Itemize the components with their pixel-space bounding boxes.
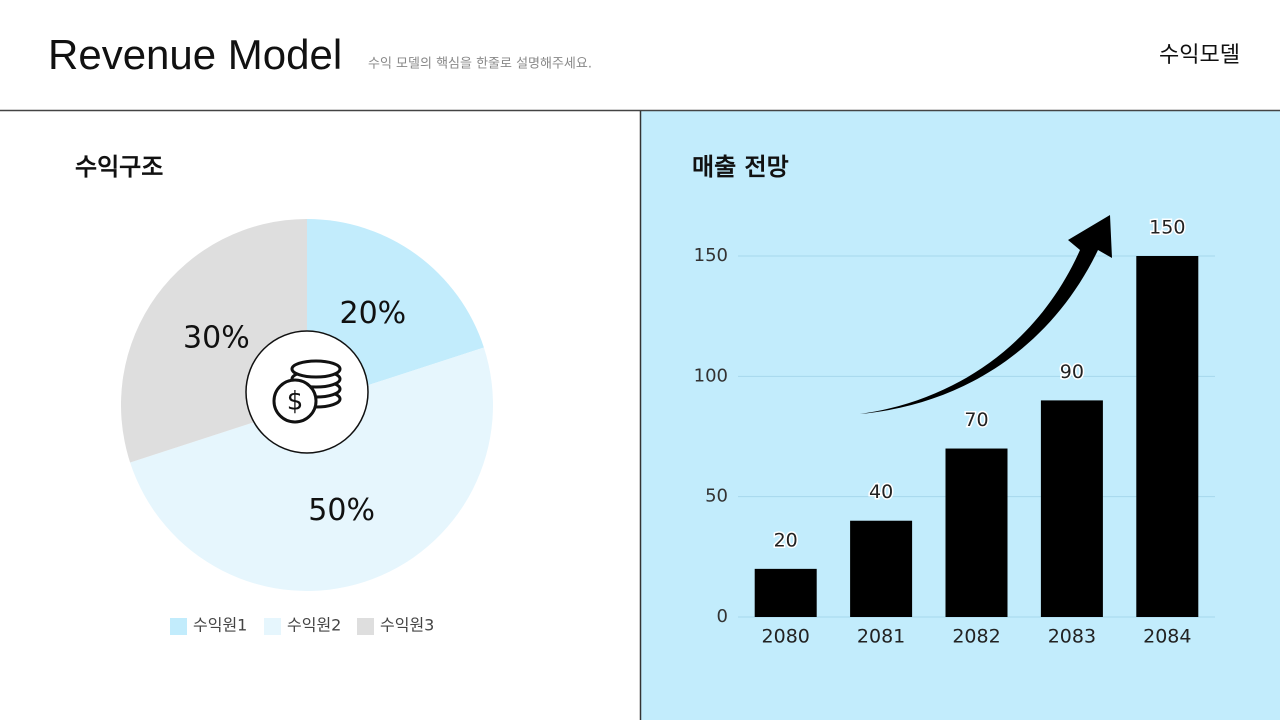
legend-label: 수익원2 [287, 616, 341, 635]
bar [1136, 256, 1199, 617]
legend-label: 수익원3 [380, 616, 434, 635]
x-tick-label: 2081 [857, 626, 905, 648]
y-tick-label: 50 [705, 486, 728, 507]
growth-arrow [860, 215, 1112, 414]
data-label: 40 [869, 481, 893, 503]
data-label: 50% [308, 493, 375, 528]
bar [1040, 400, 1103, 617]
chart-title: 매출 전망 [692, 153, 789, 181]
y-tick-label: 0 [717, 606, 728, 627]
data-label: 90 [1060, 361, 1084, 383]
data-label: 150 [1149, 217, 1185, 239]
bar [754, 568, 817, 617]
page-title: Revenue Model [48, 31, 342, 78]
pie-slice [130, 347, 493, 591]
data-label: 20% [339, 296, 406, 331]
bar [850, 520, 913, 617]
data-label: 70 [964, 409, 988, 431]
legend-label: 수익원1 [193, 616, 247, 635]
x-tick-label: 2084 [1143, 626, 1191, 648]
y-tick-label: 100 [694, 365, 728, 386]
bar [945, 448, 1008, 617]
tag: 수익모델 [1159, 43, 1240, 68]
data-label: 30% [183, 321, 250, 356]
legend-swatch [264, 618, 281, 635]
x-tick-label: 2083 [1048, 626, 1096, 648]
x-tick-label: 2080 [762, 626, 810, 648]
y-tick-label: 150 [694, 245, 728, 266]
chart-title: 수익구조 [75, 153, 163, 181]
svg-text:$: $ [287, 387, 304, 417]
subtitle: 수익 모델의 핵심을 한줄로 설명해주세요. [368, 57, 592, 72]
coin-icon: $ [245, 330, 369, 454]
legend-swatch [357, 618, 374, 635]
x-tick-label: 2082 [952, 626, 1000, 648]
legend-swatch [170, 618, 187, 635]
data-label: 20 [774, 529, 798, 551]
